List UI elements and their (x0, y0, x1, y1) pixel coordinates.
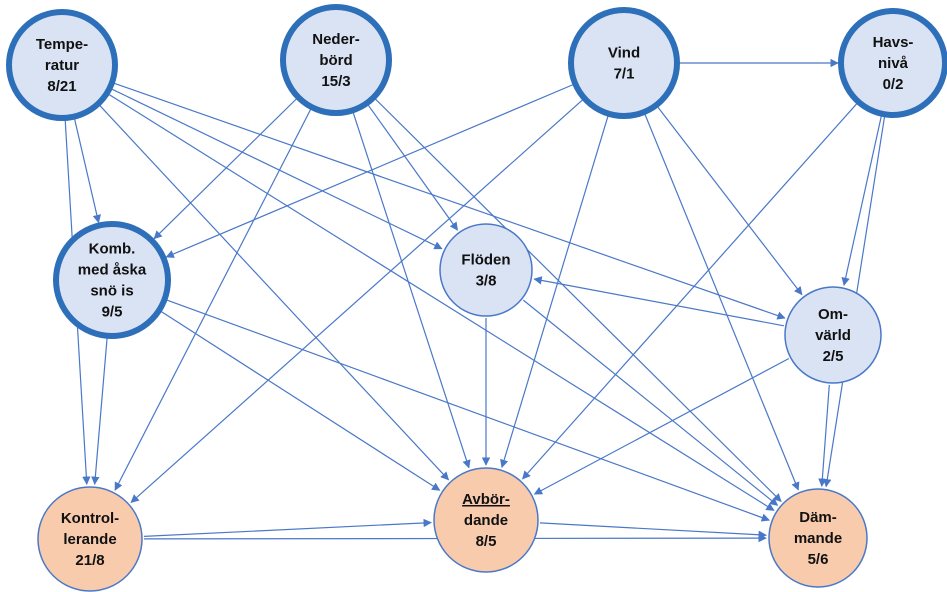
edge-havsniva-to-omvarld (841, 115, 882, 287)
node-label-avbordande-2: 8/5 (476, 533, 497, 550)
edges-layer (64, 58, 886, 543)
node-kontrollerande: Kontrol-lerande 21/8 (37, 486, 143, 592)
node-circle-temperatur (6, 9, 118, 121)
node-havsniva: Havs-nivå 0/2 (838, 8, 947, 118)
node-label-nederbord-0: Neder- (312, 31, 360, 48)
edge-vind-to-komb (165, 83, 574, 258)
node-vind: Vind 7/1 (568, 7, 680, 119)
node-label-dammande-1: mande (794, 530, 842, 547)
node-dammande: Däm-mande 5/6 (768, 488, 868, 588)
node-circle-komb (53, 221, 171, 339)
node-temperatur: Tempe-ratur 8/21 (6, 9, 118, 121)
edge-nederbord-to-kontrollerande (114, 108, 312, 491)
node-circle-floden (439, 223, 533, 317)
node-label-floden-0: Flöden (461, 252, 510, 269)
node-label-vind-0: Vind (608, 45, 640, 62)
edge-temperatur-to-avbordande (99, 104, 450, 481)
node-nederbord: Neder-börd 15/3 (280, 4, 392, 116)
node-label-temperatur-0: Tempe- (36, 36, 88, 53)
node-label-havsniva-1: nivå (878, 55, 909, 72)
node-circle-kontrollerande (37, 486, 143, 592)
node-label-omvarld-2: 2/5 (823, 348, 844, 365)
edge-nederbord-to-dammande (374, 98, 782, 502)
edge-omvarld-to-avbordande (533, 357, 790, 495)
node-label-kontrollerande-1: lerande (63, 531, 116, 548)
node-label-floden-1: 3/8 (476, 273, 497, 290)
node-circle-omvarld (784, 286, 882, 384)
edge-nederbord-to-avbordande (352, 112, 471, 469)
node-label-havsniva-0: Havs- (873, 34, 914, 51)
edge-temperatur-to-komb (73, 118, 101, 224)
edge-komb-to-dammande (166, 299, 770, 522)
node-label-omvarld-0: Om- (818, 306, 848, 323)
edge-nederbord-to-komb (153, 98, 298, 240)
node-label-komb-2: snö is (90, 283, 133, 300)
edge-vind-to-dammande (644, 113, 800, 491)
node-label-avbordande-0: Avbör- (462, 491, 510, 508)
edge-kontrollerande-to-avbordande (143, 518, 432, 537)
node-label-kontrollerande-0: Kontrol- (61, 510, 119, 527)
edge-komb-to-kontrollerande (91, 337, 108, 486)
edge-nederbord-to-floden (367, 104, 458, 231)
edge-havsniva-to-avbordande (522, 102, 858, 480)
edge-avbordande-to-dammande (539, 522, 767, 539)
node-label-omvarld-1: värld (815, 327, 851, 344)
node-label-vind-1: 7/1 (614, 66, 635, 83)
edge-omvarld-to-dammande (818, 384, 830, 487)
node-circle-nederbord (280, 4, 392, 116)
nodes-layer: Tempe-ratur 8/21 Neder-börd 15/3 Vind 7/1 Havs… (6, 4, 947, 592)
node-circle-vind (568, 7, 680, 119)
node-avbordande: Avbör-dande 8/5 (433, 467, 539, 573)
node-omvarld: Om-värld 2/5 (784, 286, 882, 384)
edge-vind-to-kontrollerande (130, 99, 584, 503)
edge-temperatur-to-dammande (108, 93, 775, 511)
node-label-nederbord-2: 15/3 (321, 73, 350, 90)
edge-temperatur-to-floden (111, 88, 443, 250)
node-label-temperatur-1: ratur (45, 57, 79, 74)
node-floden: Flöden 3/8 (439, 223, 533, 317)
node-label-temperatur-2: 8/21 (47, 78, 76, 95)
node-komb: Komb. med åska snö is 9/5 (53, 221, 171, 339)
edge-temperatur-to-omvarld (113, 82, 786, 320)
edge-floden-to-dammande (522, 299, 779, 506)
node-label-dammande-2: 5/6 (808, 551, 829, 568)
node-label-kontrollerande-2: 21/8 (75, 552, 104, 569)
edge-omvarld-to-floden (533, 276, 785, 327)
node-label-nederbord-1: börd (319, 52, 352, 69)
node-label-komb-1: med åska (78, 262, 147, 279)
node-label-dammande-0: Däm- (799, 509, 837, 526)
node-label-komb-0: Komb. (89, 241, 136, 258)
node-circle-havsniva (838, 8, 947, 118)
edge-vind-to-omvarld (657, 106, 803, 296)
edge-vind-to-avbordande (500, 115, 609, 469)
node-circle-avbordande (433, 467, 539, 573)
node-label-havsniva-2: 0/2 (883, 76, 904, 93)
node-label-komb-3: 9/5 (102, 304, 123, 321)
node-label-avbordande-1: dande (464, 512, 508, 529)
node-circle-dammande (768, 488, 868, 588)
edge-komb-to-avbordande (160, 310, 441, 491)
